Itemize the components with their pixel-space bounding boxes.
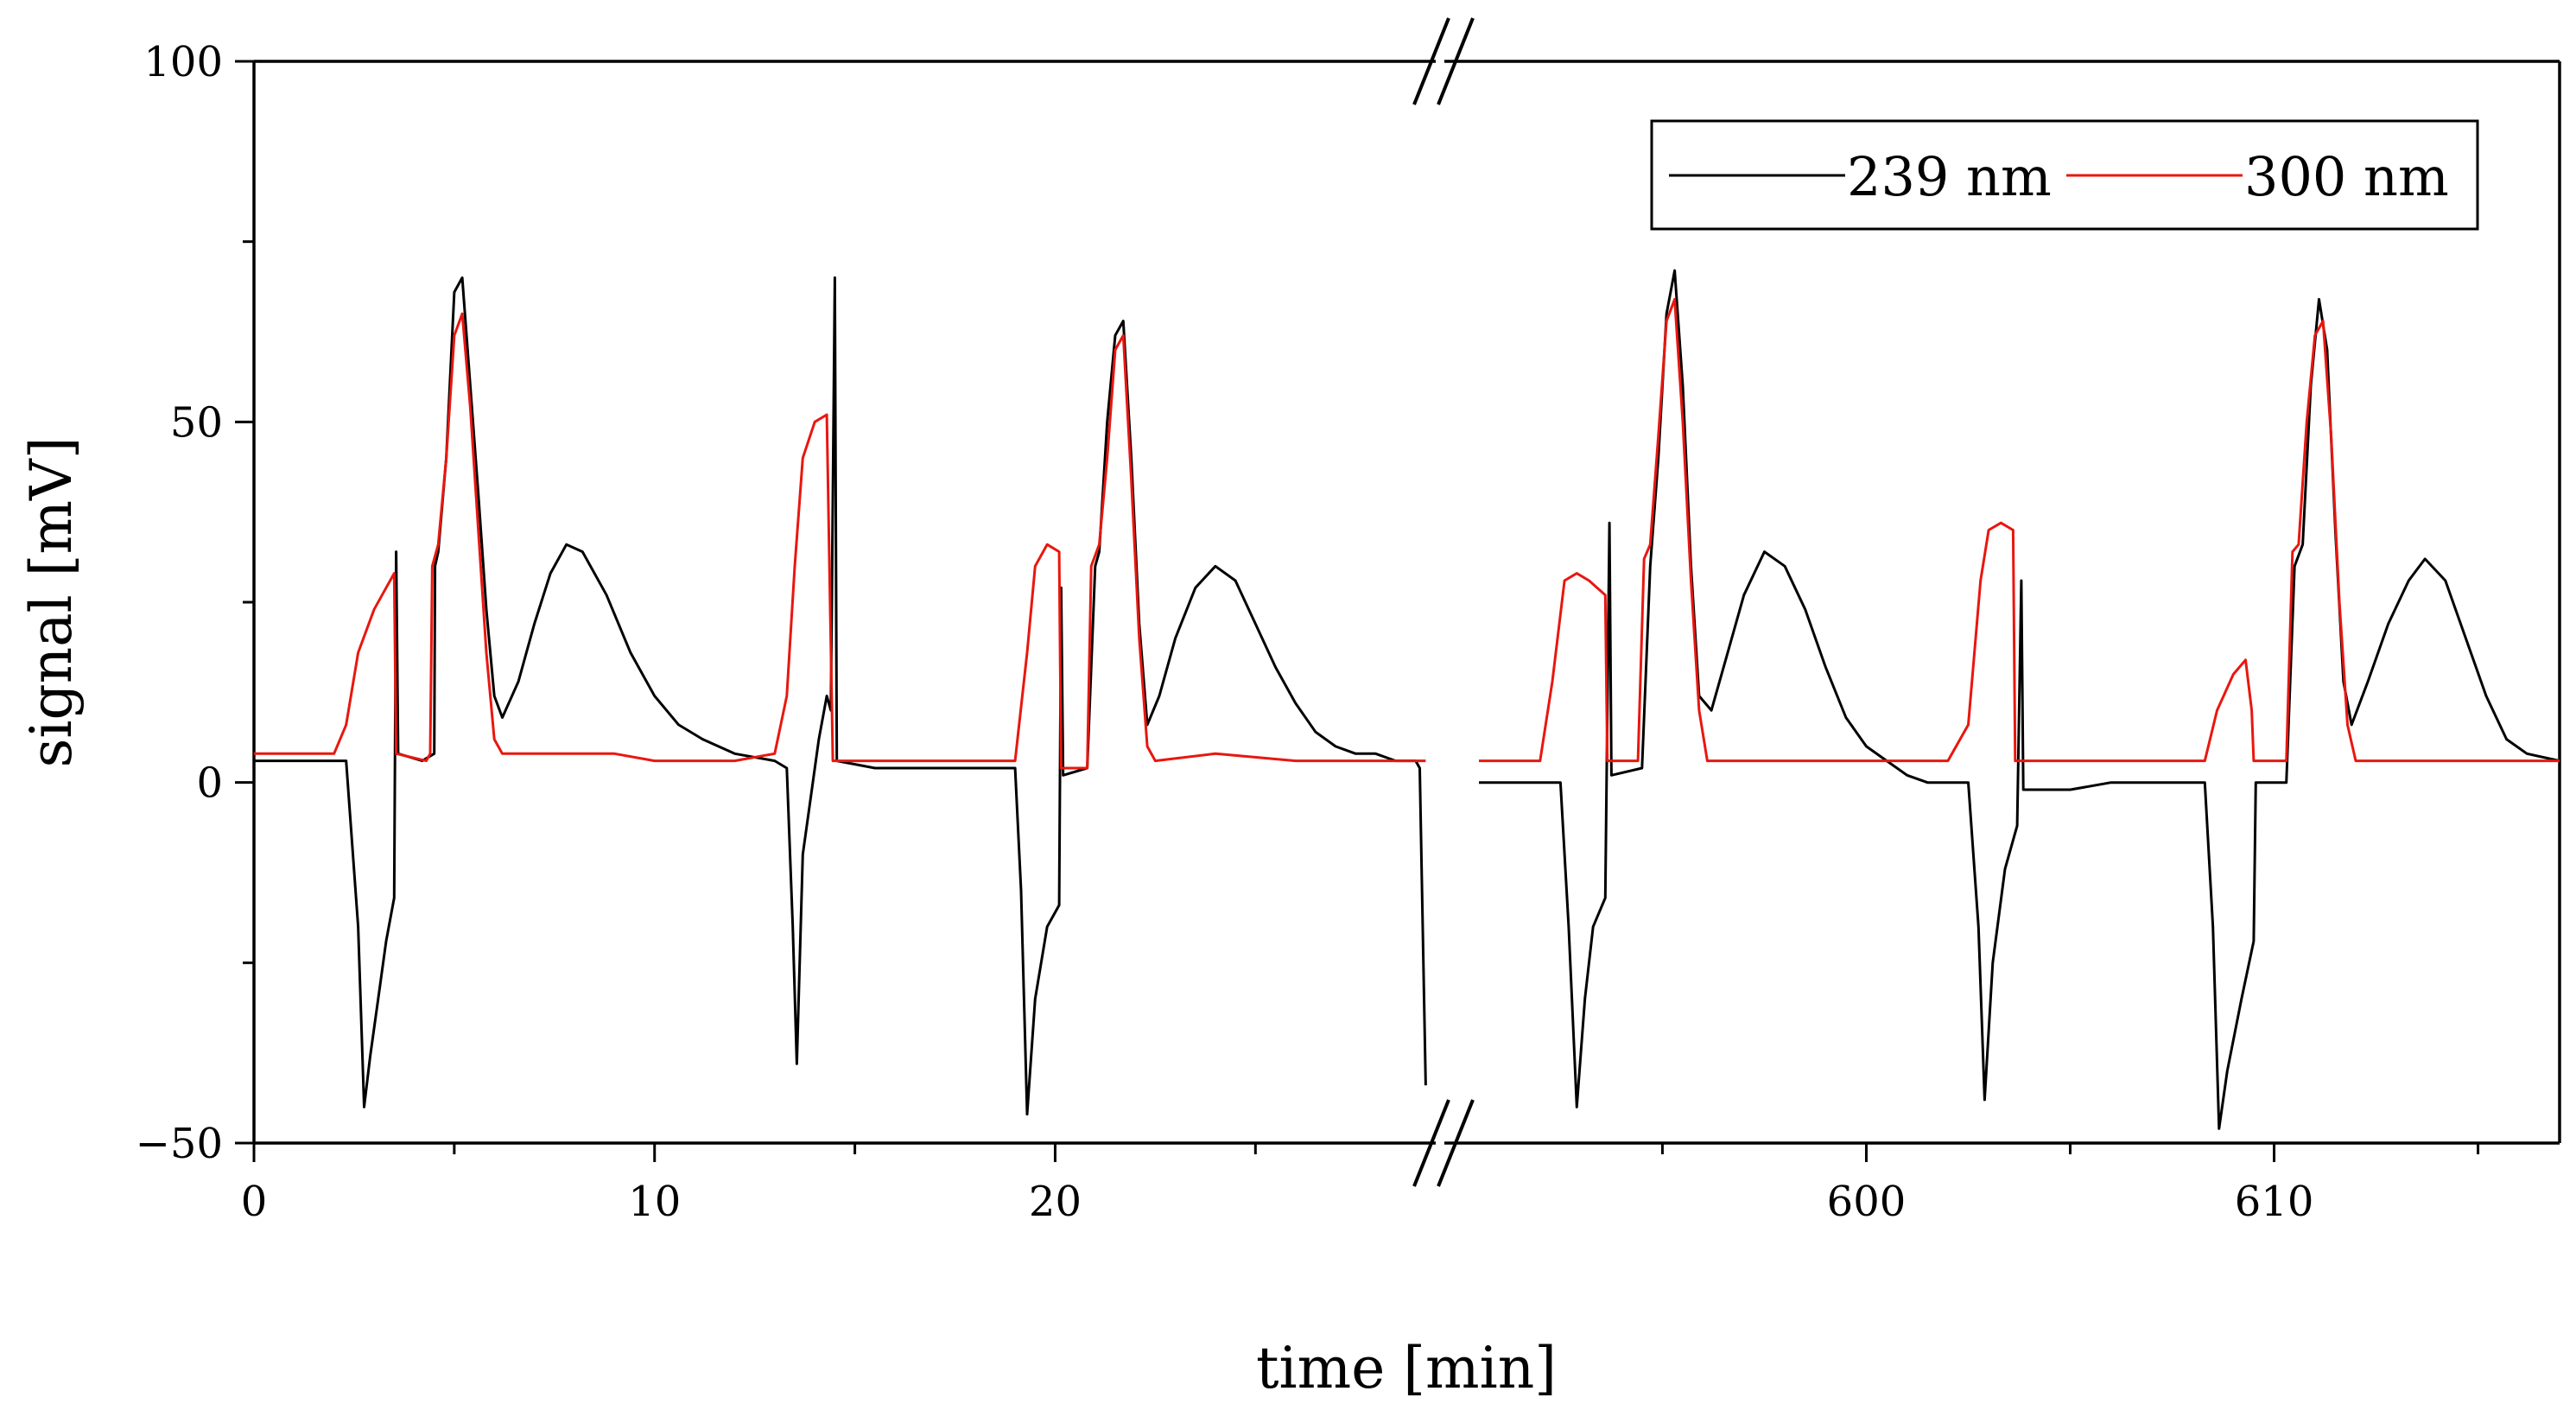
x-tick-label: 600: [1827, 1178, 1907, 1226]
series-layer: [254, 269, 2560, 1130]
x-tick-label: 0: [241, 1178, 268, 1226]
legend: 239 nm 300 nm: [1650, 119, 2479, 231]
axis-break-mark-bottom-b: [1437, 1099, 1475, 1187]
x-tick-label: 610: [2235, 1178, 2314, 1226]
y-tick-label: 50: [170, 398, 223, 447]
axis-break-mark-bottom-a: [1412, 1099, 1450, 1187]
y-axis-ticks: −50 0 50 100: [136, 38, 254, 1168]
legend-label-239nm: 239 nm: [1847, 145, 2052, 208]
series-300nm-line-segment-1: [254, 312, 1426, 770]
series-239nm-line-segment-1: [254, 276, 1427, 1116]
x-axis-title: time [min]: [1256, 1335, 1557, 1401]
axis-break-mark-top-b: [1437, 17, 1475, 105]
x-tick-label: 20: [1029, 1178, 1082, 1226]
y-tick-label: 100: [143, 38, 223, 86]
y-axis-title: signal [mV]: [18, 437, 85, 768]
x-tick-label: 10: [628, 1178, 681, 1226]
axis-break-mark-top-a: [1412, 17, 1450, 105]
x-axis-ticks: 0 10 20 600 610: [241, 1143, 2480, 1226]
legend-label-300nm: 300 nm: [2244, 145, 2449, 208]
y-tick-label: −50: [136, 1120, 223, 1168]
y-tick-label: 0: [196, 759, 223, 808]
series-300nm-line-segment-2: [1479, 297, 2560, 763]
